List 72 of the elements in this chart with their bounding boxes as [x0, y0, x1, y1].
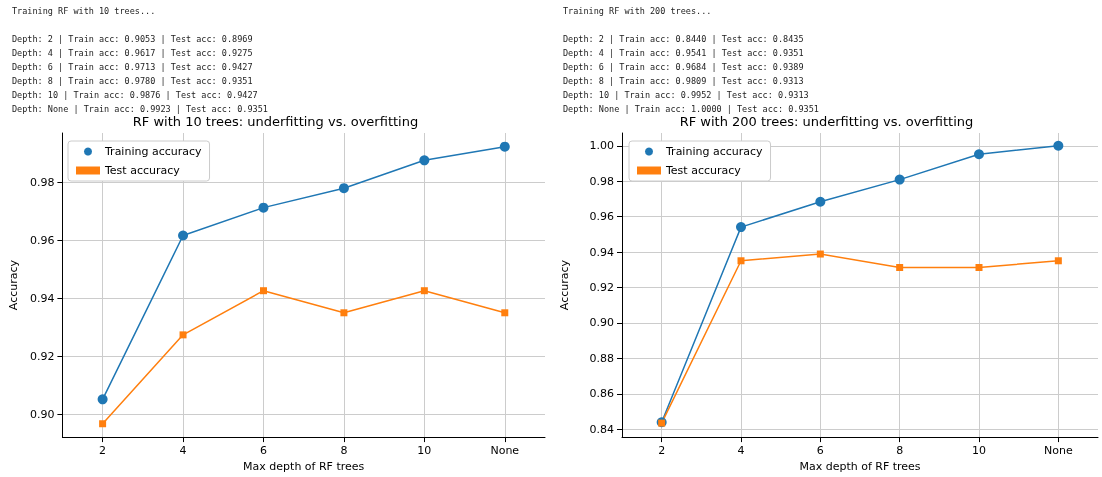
y-tick-label: 0.84: [589, 422, 614, 436]
x-tick-label: 2: [658, 444, 666, 458]
point: [815, 196, 826, 207]
y-tick-label: 0.96: [29, 233, 55, 247]
chart-title: RF with 200 trees: underfitting vs. overfitting: [679, 114, 974, 129]
text: Depth: 8 | Train acc: 0.9780 | Test acc: 0.9351: [12, 75, 254, 88]
x-axis-title: Max depth of RF trees: [243, 460, 365, 473]
y-tick-label: 0.90: [29, 408, 55, 422]
point: [420, 287, 428, 295]
point: [896, 264, 904, 272]
x-axis-title: Max depth of RF trees: [799, 460, 921, 473]
legend-label: Test accuracy: [665, 164, 742, 177]
point: [736, 222, 746, 233]
x-tick-label: 6: [259, 444, 267, 458]
text: Depth: 4 | Train acc: 0.9617 | Test acc: 0.9275: [12, 47, 254, 60]
point: [340, 309, 348, 317]
text: Training RF with 200 trees...: [563, 5, 713, 18]
x-tick-label: 4: [179, 444, 187, 458]
point: [816, 250, 824, 258]
legend-label: Training accuracy: [665, 145, 764, 158]
point: [975, 264, 983, 272]
y-tick-label: 0.98: [29, 175, 55, 189]
text: Depth: 8 | Train acc: 0.9809 | Test acc: 0.9313: [563, 75, 805, 88]
x-tick-label: None: [1043, 444, 1073, 458]
point: [419, 155, 430, 166]
y-tick-label: 0.94: [29, 292, 55, 306]
point: [1053, 140, 1064, 151]
text: Training RF with 10 trees...: [12, 5, 157, 18]
y-tick-label: 1.00: [589, 139, 614, 153]
point: [178, 230, 189, 241]
text: Depth: None | Train acc: 0.9923 | Test acc: 0.9351: [12, 103, 268, 116]
point: [499, 141, 510, 152]
text: Depth: None | Train acc: 1.0000 | Test acc: 0.9351: [563, 103, 819, 116]
y-tick-label: 0.96: [589, 210, 614, 224]
x-tick-label: None: [490, 444, 520, 458]
y-axis-title: Accuracy: [558, 259, 571, 311]
y-tick-label: 0.94: [589, 245, 614, 259]
point: [99, 420, 107, 428]
text: Depth: 2 | Train acc: 0.8440 | Test acc: 0.8435: [563, 33, 805, 46]
text: Depth: 6 | Train acc: 0.9684 | Test acc: 0.9389: [563, 61, 805, 74]
x-tick-label: 4: [737, 444, 745, 458]
point: [179, 331, 187, 339]
point: [501, 309, 509, 317]
text: Depth: 2 | Train acc: 0.9053 | Test acc: 0.8969: [12, 33, 254, 46]
point: [97, 394, 108, 405]
x-tick-label: 10: [417, 444, 432, 458]
chart-title: RF with 10 trees: underfitting vs. overfitting: [132, 114, 419, 129]
x-tick-label: 8: [896, 444, 904, 458]
point: [974, 149, 984, 160]
x-tick-label: 8: [340, 444, 348, 458]
y-axis-title: Accuracy: [7, 259, 20, 311]
y-tick-label: 0.90: [589, 316, 614, 330]
y-tick-label: 0.98: [589, 174, 614, 188]
y-tick-label: 0.86: [589, 387, 614, 401]
legend-label: Test accuracy: [104, 164, 181, 177]
point: [894, 174, 905, 185]
y-tick-label: 0.92: [589, 281, 614, 295]
text: Depth: 6 | Train acc: 0.9713 | Test acc: 0.9427: [12, 61, 254, 74]
point: [338, 183, 349, 194]
point: [737, 257, 745, 265]
point: [258, 202, 269, 213]
legend-label: Training accuracy: [104, 145, 203, 158]
text: Depth: 10 | Train acc: 0.9952 | Test acc: 0.9313: [563, 89, 810, 102]
x-tick-label: 10: [972, 444, 986, 458]
y-tick-label: 0.88: [589, 351, 614, 365]
point: [1054, 257, 1062, 265]
point: [259, 287, 267, 295]
x-tick-label: 6: [816, 444, 824, 458]
text: Depth: 4 | Train acc: 0.9541 | Test acc: 0.9351: [563, 47, 805, 60]
y-tick-label: 0.92: [29, 350, 55, 364]
x-tick-label: 2: [99, 444, 107, 458]
text: Depth: 10 | Train acc: 0.9876 | Test acc: 0.9427: [12, 89, 259, 102]
